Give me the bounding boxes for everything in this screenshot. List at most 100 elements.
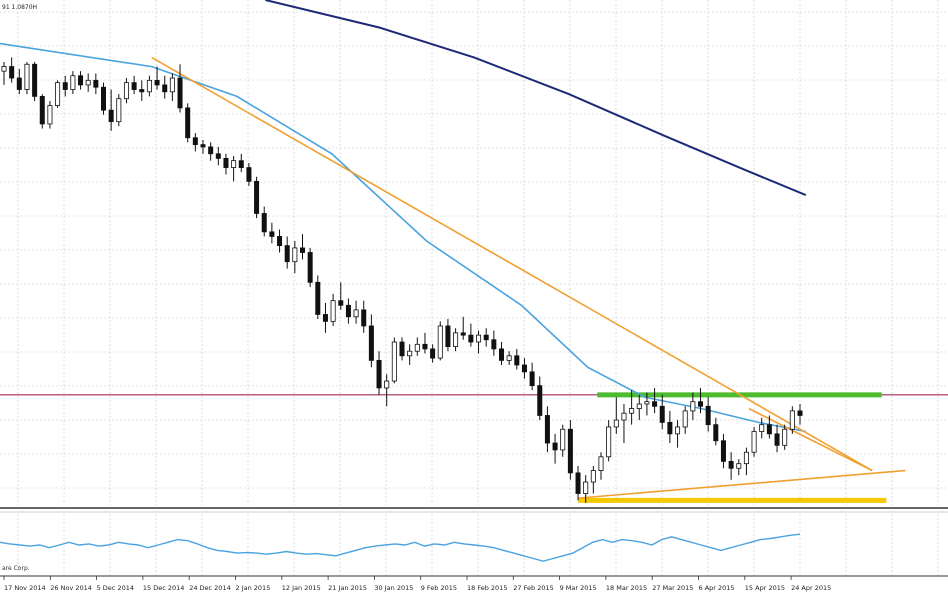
candle-body [322,314,328,322]
candle-body [506,355,512,361]
candle [567,420,573,480]
candle [269,222,275,244]
candle [231,156,237,182]
candle-body [192,137,198,146]
candle [720,433,726,469]
candle-body [797,410,803,416]
candle [399,337,405,361]
x-tick-label: 9 Mar 2015 [560,584,597,592]
candle-body [169,77,175,93]
candle [529,362,535,391]
candle [491,330,497,356]
candle-body [713,424,719,442]
candle-body [16,77,22,90]
candle-body [177,77,183,109]
candle-body [621,412,627,421]
candle [675,420,681,448]
trend-line-1 [578,469,906,499]
candles [1,57,803,503]
candle-body [24,63,30,90]
candle-body [774,433,780,446]
candle-body [498,348,505,361]
candle-body [414,343,420,352]
candle-body [47,105,53,125]
candle-body [483,334,489,341]
candle [100,82,107,115]
candle-body [307,252,313,283]
candle [338,282,344,310]
candle [47,101,53,129]
candle-body [100,86,107,111]
candle [108,89,114,131]
candle [652,387,658,414]
chart-header: 91 1.0870H [2,4,37,11]
candle-body [93,79,99,88]
candle [682,406,688,434]
candle [292,241,298,274]
candle [169,73,175,101]
copyright: are Corp. [2,565,30,572]
x-tick-label: 2 Jan 2015 [236,584,271,592]
candle-body [55,82,61,106]
x-tick-label: 24 Dec 2014 [189,584,231,592]
candle [223,153,229,175]
candle-body [131,82,137,90]
candle [254,176,260,219]
candle [705,397,711,432]
candle-body [720,440,726,462]
candle-body [292,247,298,263]
candle [498,342,505,365]
candle-body [384,380,390,389]
candle-body [269,231,275,237]
candle [590,465,596,494]
candle-body [116,98,122,123]
candle-body [590,470,596,483]
candle [736,459,742,476]
candle-body [675,426,681,435]
candle-body [353,309,359,318]
candle-body [284,245,290,263]
candle [483,328,489,347]
candle [131,75,137,95]
candle [575,465,581,501]
candle [62,75,68,97]
candle [261,206,267,237]
candle-body [154,79,160,86]
candle-body [560,428,566,451]
candle [1,61,7,85]
candle [78,71,84,90]
candle [697,387,704,414]
candle-body [215,153,221,159]
candle [238,153,244,173]
candle-body [598,456,604,471]
candle [24,61,30,95]
candle [361,300,367,333]
candle-body [162,84,168,93]
candle-body [39,96,45,125]
candle-body [9,66,15,79]
candle [453,328,459,352]
candle [32,61,38,101]
candle [39,94,45,129]
x-tick-label: 15 Dec 2014 [143,584,185,592]
x-tick-label: 6 Apr 2015 [699,584,735,592]
candle-body [728,460,734,469]
candle-body [231,160,237,168]
oscillator-panel [0,533,801,562]
candle-body [491,339,497,350]
x-tick-label: 21 Jan 2015 [328,584,367,592]
candle [215,146,221,166]
candle-body [246,167,252,182]
candle-body [70,75,76,90]
candle [330,293,336,326]
x-tick-label: 27 Mar 2015 [652,584,693,592]
candle-body [254,180,260,214]
candle [437,321,443,361]
candle-body [361,309,367,327]
candle-body [277,236,283,247]
candle [407,344,413,365]
candle [185,103,191,143]
candle-body [544,415,550,444]
candle-body [575,472,581,494]
